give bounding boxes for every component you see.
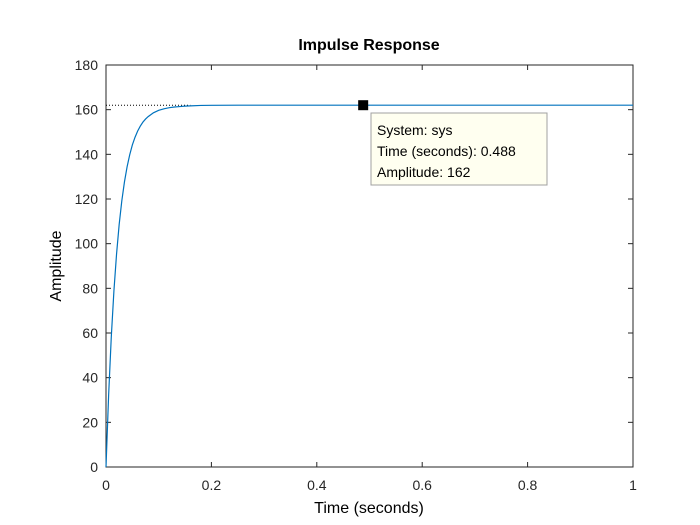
chart-title: Impulse Response [298,37,439,54]
x-tick-label: 0.8 [518,477,538,493]
datatip-time-text: Time (seconds): 0.488 [377,143,516,159]
x-tick-label: 1 [629,477,637,493]
datatip[interactable]: System: sys Time (seconds): 0.488 Amplit… [358,100,548,186]
y-tick-label: 80 [82,280,98,296]
x-tick-label: 0.6 [412,477,432,493]
axes-box [105,64,634,468]
y-tick-label: 60 [82,325,98,341]
datatip-marker[interactable] [358,100,369,111]
x-axis-title: Time (seconds) [314,500,424,517]
plot-area: 0 0.2 0.4 0.6 0.8 1 0 20 40 60 80 100 120 140 160 180 [75,57,637,493]
datatip-system-text: System: sys [377,122,452,138]
y-tick-label: 100 [75,236,99,252]
y-tick-label: 40 [82,370,98,386]
y-axis-ticks: 0 20 40 60 80 100 120 140 160 180 [75,57,633,475]
x-tick-label: 0 [102,477,110,493]
y-tick-label: 160 [75,102,99,118]
datatip-box [370,112,548,186]
x-axis-ticks: 0 0.2 0.4 0.6 0.8 1 [102,65,637,493]
y-tick-label: 0 [90,459,98,475]
y-tick-label: 120 [75,191,99,207]
x-tick-label: 0.4 [307,477,327,493]
impulse-response-line[interactable] [105,104,633,468]
y-tick-label: 140 [75,146,99,162]
x-tick-label: 0.2 [202,477,222,493]
y-tick-label: 20 [82,414,98,430]
y-tick-label: 180 [75,57,99,73]
y-axis-title: Amplitude [48,230,65,301]
datatip-amplitude-text: Amplitude: 162 [377,164,471,180]
